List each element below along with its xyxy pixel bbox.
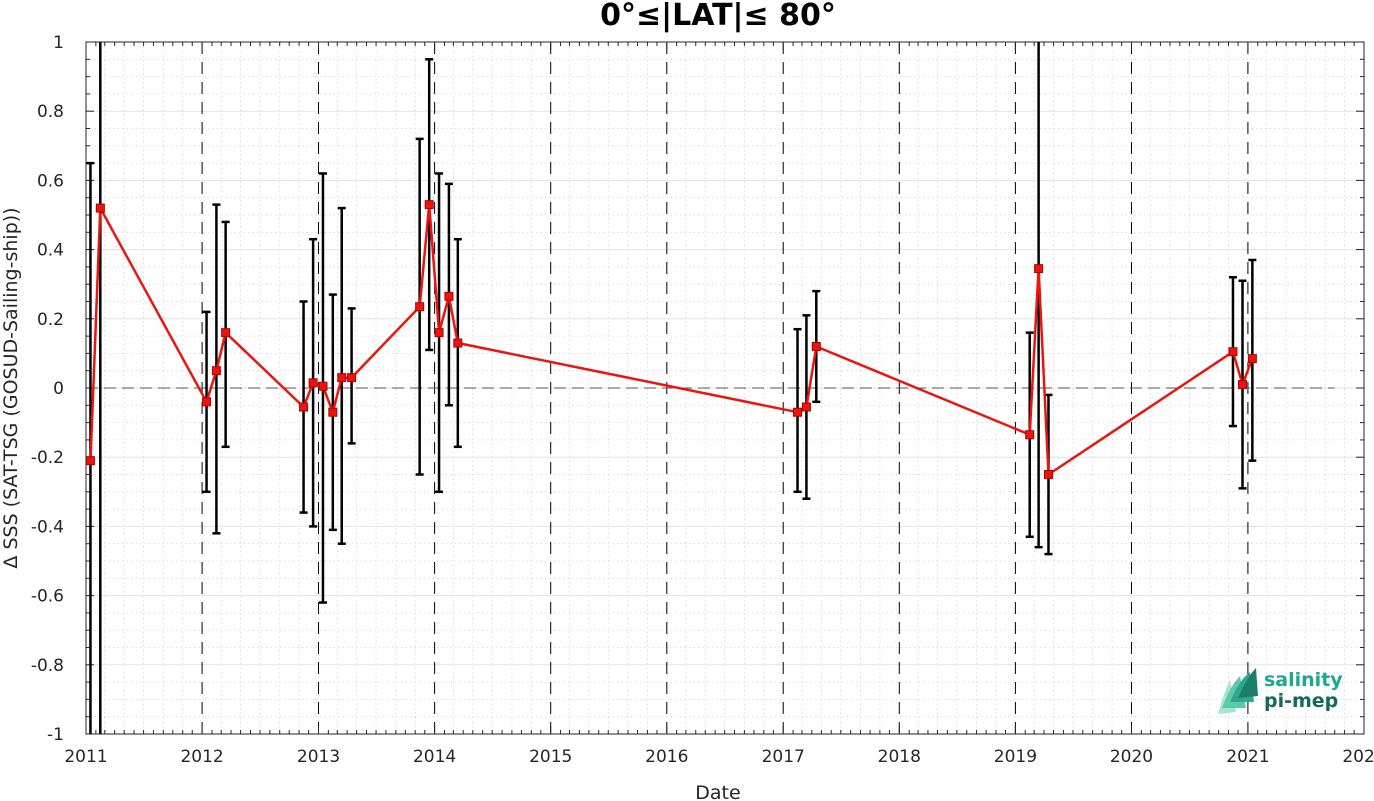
- x-tick-label: 2015: [529, 747, 572, 767]
- y-tick-label: 0.4: [37, 241, 64, 261]
- y-tick-label: -0.4: [31, 517, 64, 537]
- data-point: [1247, 354, 1257, 364]
- data-point: [318, 381, 328, 391]
- x-tick-labels: 2011 2012 2013 2014 2015 2016 2017 2018 2019 2020…: [64, 747, 1374, 767]
- data-point: [424, 200, 434, 210]
- data-point: [1043, 470, 1053, 479]
- x-tick-label: 2022: [1342, 747, 1374, 767]
- y-tick-label: 0: [53, 379, 64, 399]
- y-tick-label: 0.8: [37, 102, 64, 122]
- data-point: [299, 402, 309, 412]
- data-point: [308, 378, 318, 388]
- x-tick-label: 2017: [762, 747, 805, 767]
- data-point: [202, 397, 212, 407]
- data-point: [1034, 264, 1044, 274]
- data-point: [444, 291, 454, 301]
- y-tick-label: 0.6: [37, 171, 64, 191]
- y-tick-label: 0.2: [37, 310, 64, 330]
- logo-text-salinity: salinity: [1264, 669, 1343, 691]
- salinity-pi-mep-logo: salinity pi-mep: [1218, 668, 1343, 714]
- data-point: [221, 328, 231, 338]
- y-tick-label: -0.8: [31, 656, 64, 676]
- data-point: [1025, 430, 1035, 440]
- data-point: [1228, 347, 1238, 357]
- series-line: [89, 203, 1254, 476]
- data-point: [793, 407, 803, 417]
- y-tick-label: -1: [47, 725, 64, 745]
- data-point: [211, 366, 221, 376]
- logo-wave-icon: [1218, 668, 1258, 714]
- x-tick-label: 2019: [994, 747, 1037, 767]
- x-axis-label: Date: [695, 782, 740, 801]
- y-tick-label: -0.2: [31, 448, 64, 468]
- x-tick-label: 2016: [645, 747, 688, 767]
- data-point: [801, 402, 811, 412]
- y-tick-label: 1: [53, 33, 64, 53]
- y-tick-labels: -1 -0.8 -0.6 -0.4 -0.2 0 0.2 0.4 0.6 0.8 1: [31, 33, 64, 745]
- data-point: [337, 373, 347, 383]
- logo-text-pi-mep: pi-mep: [1264, 690, 1338, 712]
- data-point: [347, 373, 357, 383]
- x-tick-label: 2014: [413, 747, 456, 767]
- minor-grid: [86, 42, 1364, 734]
- x-tick-label: 2021: [1226, 747, 1269, 767]
- data-point: [434, 328, 444, 338]
- chart-title: 0°≤|LAT|≤ 80°: [600, 0, 836, 33]
- x-tick-label: 2018: [878, 747, 921, 767]
- data-point: [95, 203, 105, 213]
- data-point: [453, 338, 463, 348]
- data-point: [328, 407, 338, 417]
- data-point: [1237, 380, 1247, 390]
- y-axis-label: Δ SSS (SAT-TSG (GOSUD-Sailing-ship)): [0, 207, 22, 568]
- data-point: [415, 302, 425, 312]
- data-point: [85, 456, 95, 466]
- x-tick-label: 2011: [64, 747, 107, 767]
- x-tick-label: 2013: [297, 747, 340, 767]
- x-tick-label: 2012: [180, 747, 223, 767]
- y-tick-label: -0.6: [31, 587, 64, 607]
- x-tick-label: 2020: [1110, 747, 1153, 767]
- data-point: [811, 341, 821, 351]
- series: [85, 200, 1257, 479]
